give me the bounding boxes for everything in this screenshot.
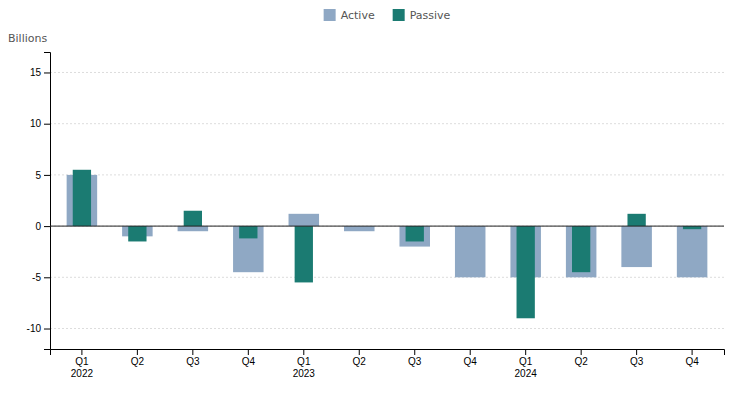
- y-axis: -10 -5 0 5 10 15: [27, 53, 51, 350]
- bar: [572, 226, 590, 272]
- legend-label: Active: [341, 9, 375, 22]
- plot: -10-5051015Q12022Q2Q3Q4Q12023Q2Q3Q4Q1202…: [27, 53, 725, 379]
- y-tick: 10: [30, 118, 50, 129]
- x-tick: Q4: [685, 349, 699, 367]
- grid-line: [50, 174, 724, 175]
- y-label: Billions: [8, 32, 47, 45]
- bar: [455, 226, 486, 277]
- x-tick-label: Q3: [630, 356, 644, 367]
- bar: [621, 226, 652, 267]
- bar: [128, 226, 146, 241]
- y-tick-label: 10: [30, 118, 42, 129]
- bars: [67, 170, 708, 319]
- x-tick: Q3: [630, 349, 644, 367]
- y-tick-label: 0: [35, 221, 41, 232]
- x-tick-mark: [81, 349, 82, 355]
- bar: [289, 214, 320, 226]
- y-tick-mark: [44, 124, 50, 125]
- legend-item: Active: [324, 9, 375, 22]
- y-tick-mark: [44, 175, 50, 176]
- bar: [73, 170, 91, 226]
- baseline: [50, 226, 724, 227]
- y-tick-mark: [44, 277, 50, 278]
- y-tick-label: 15: [30, 67, 42, 78]
- x-tick: Q3: [186, 349, 200, 367]
- x-tick-label: Q2: [353, 356, 367, 367]
- y-tick: 0: [35, 221, 50, 232]
- x-tick-label: Q12024: [515, 356, 538, 379]
- y-tick: -10: [27, 323, 50, 334]
- y-tick-mark: [44, 72, 50, 73]
- bar: [295, 226, 313, 282]
- grid-line: [50, 277, 724, 278]
- grid-line: [50, 328, 724, 329]
- bar: [178, 226, 209, 231]
- legend-item: Passive: [393, 9, 451, 22]
- x-tick-mark: [581, 349, 582, 355]
- grid-line: [50, 72, 724, 73]
- y-tick: 15: [30, 67, 50, 78]
- x-tick-mark: [248, 349, 249, 355]
- x-tick-label: Q2: [131, 356, 145, 367]
- x-tick: Q2: [353, 349, 367, 367]
- bar: [239, 226, 257, 238]
- y-tick: -5: [32, 272, 50, 283]
- x-tick-mark: [525, 349, 526, 355]
- x-tick: Q12022: [71, 349, 94, 379]
- bar: [517, 226, 535, 318]
- x-tick: Q12024: [515, 349, 538, 379]
- bar-series: [73, 170, 702, 319]
- x-tick: Q2: [574, 349, 588, 367]
- bar: [233, 226, 264, 272]
- bar: [184, 211, 202, 226]
- x-tick-mark: [636, 349, 637, 355]
- x-tick-mark: [470, 349, 471, 355]
- legend-label: Passive: [410, 9, 451, 22]
- x-tick: Q2: [131, 349, 145, 367]
- grid: [50, 72, 724, 328]
- x-tick-label: Q12022: [71, 356, 94, 379]
- x-tick: Q4: [242, 349, 256, 367]
- bar: [627, 214, 645, 226]
- bar: [399, 226, 430, 246]
- x-axis: Q12022 Q2 Q3 Q4 Q12023 Q2 Q3 Q4 Q12024 Q2 Q3 Q4: [51, 349, 725, 379]
- bar: [566, 226, 597, 277]
- x-axis-line: [51, 350, 725, 356]
- legend: Active Passive: [324, 9, 451, 22]
- x-tick: Q4: [464, 349, 478, 367]
- x-tick-mark: [359, 349, 360, 355]
- x-tick-mark: [303, 349, 304, 355]
- x-tick-label: Q2: [574, 356, 588, 367]
- y-tick-mark: [44, 226, 50, 227]
- x-tick-mark: [692, 349, 693, 355]
- y-tick-label: -10: [27, 323, 42, 334]
- x-tick-label: Q4: [685, 356, 699, 367]
- bar: [406, 226, 424, 241]
- x-tick-mark: [414, 349, 415, 355]
- y-tick-label: 5: [35, 170, 41, 181]
- chart: -10-5051015Q12022Q2Q3Q4Q12023Q2Q3Q4Q1202…: [0, 0, 744, 393]
- x-tick: Q3: [408, 349, 422, 367]
- x-tick-label: Q4: [242, 356, 256, 367]
- x-tick-label: Q3: [186, 356, 200, 367]
- x-tick-mark: [192, 349, 193, 355]
- x-tick: Q12023: [293, 349, 316, 379]
- y-tick-mark: [44, 329, 50, 330]
- legend-swatch: [393, 9, 405, 21]
- grid-line: [50, 123, 724, 124]
- y-tick: 5: [35, 170, 50, 181]
- legend-swatch: [324, 9, 336, 21]
- x-tick-mark: [137, 349, 138, 355]
- bar: [344, 226, 375, 231]
- x-tick-label: Q12023: [293, 356, 316, 379]
- x-tick-label: Q3: [408, 356, 422, 367]
- grid-line: [50, 226, 724, 227]
- bar: [677, 226, 708, 277]
- y-axis-line: [44, 53, 51, 350]
- y-tick-label: -5: [32, 272, 41, 283]
- x-tick-label: Q4: [464, 356, 478, 367]
